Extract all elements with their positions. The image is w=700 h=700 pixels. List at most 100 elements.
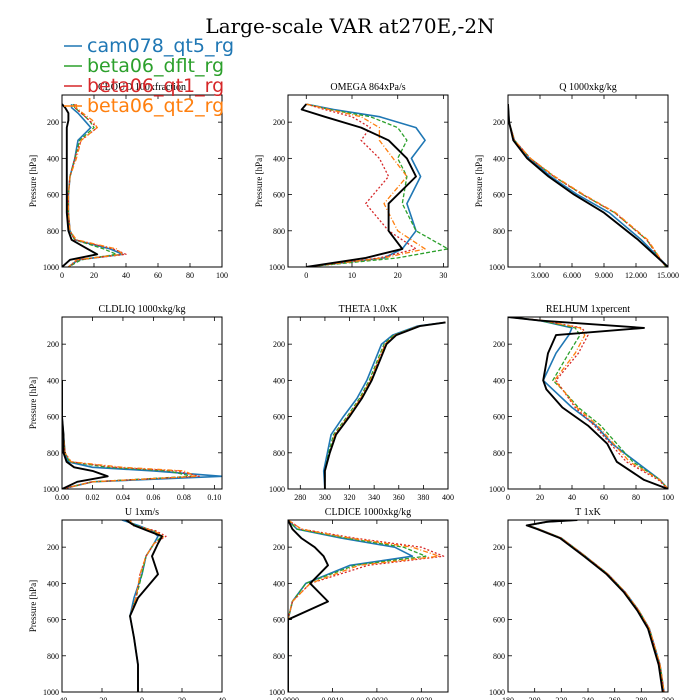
y-tick-label: 400 bbox=[273, 376, 285, 385]
x-tick-label: 10 bbox=[348, 271, 356, 280]
series-group bbox=[62, 103, 127, 267]
x-tick-label: 100 bbox=[216, 271, 228, 280]
y-axis-label: Pressure [hPa] bbox=[474, 155, 484, 207]
series-line-beta06_qt1_rg bbox=[527, 520, 665, 692]
y-tick-label: 600 bbox=[493, 413, 505, 422]
series-line-obs bbox=[125, 520, 163, 692]
panel-title: U 1xm/s bbox=[125, 507, 159, 518]
panel-1: CLOUD 100xfraction 0 20 40 60 80 100 200 400 600 8… bbox=[28, 82, 228, 280]
series-group bbox=[300, 103, 448, 267]
y-tick-label: 800 bbox=[273, 449, 285, 458]
x-tick-label: 20 bbox=[90, 271, 98, 280]
series-line-beta06_dflt_rg bbox=[508, 317, 668, 489]
series-line-beta06_qt2_rg bbox=[288, 520, 440, 692]
axis-frame bbox=[507, 94, 669, 268]
y-tick-label: 800 bbox=[493, 449, 505, 458]
panel-3: Q 1000xkg/kg 3.000 6.000 9.000 12.000 15.000 2… bbox=[474, 82, 679, 280]
panel-9: T 1xK 180 200 220 240 260 280 300 200 400 600 800 10… bbox=[489, 507, 674, 700]
y-tick-label: 200 bbox=[273, 543, 285, 552]
panel-5: THETA 1.0xK 280 300 320 340 360 380 400 200 400 60… bbox=[269, 304, 454, 502]
y-axis-label: Pressure [hPa] bbox=[254, 155, 264, 207]
y-tick-label: 200 bbox=[493, 543, 505, 552]
x-tick-label: 360 bbox=[393, 493, 405, 502]
series-group bbox=[508, 104, 668, 267]
y-tick-label: 200 bbox=[47, 340, 59, 349]
panel-4: CLDLIQ 1000xkg/kg 0.00 0.02 0.04 0.06 0.08 0.1… bbox=[28, 304, 223, 502]
panel-6: RELHUM 1xpercent 0 20 40 60 80 100 200 400 600 800… bbox=[489, 304, 674, 502]
x-tick-label: 40 bbox=[218, 696, 226, 700]
series-group bbox=[322, 321, 446, 489]
y-tick-label: 200 bbox=[47, 118, 59, 127]
x-tick-label: 260 bbox=[609, 696, 621, 700]
x-tick-label: 240 bbox=[582, 696, 594, 700]
y-tick-label: 400 bbox=[273, 154, 285, 163]
x-tick-label: 220 bbox=[555, 696, 567, 700]
series-line-cam078_qt5_rg bbox=[508, 317, 668, 489]
legend-label: beta06_qt2_rg bbox=[87, 95, 224, 117]
series-line-beta06_dflt_rg bbox=[527, 520, 665, 692]
y-tick-label: 1000 bbox=[269, 263, 285, 272]
series-line-obs bbox=[62, 380, 109, 489]
y-tick-label: 800 bbox=[47, 227, 59, 236]
y-tick-label: 200 bbox=[273, 118, 285, 127]
y-tick-label: 400 bbox=[47, 154, 59, 163]
legend-label: beta06_dflt_rg bbox=[87, 55, 224, 77]
series-line-obs bbox=[323, 321, 446, 489]
y-tick-label: 1000 bbox=[43, 688, 59, 697]
x-tick-label: 0.04 bbox=[116, 493, 130, 502]
x-tick-label: 0 bbox=[506, 493, 510, 502]
x-tick-label: 20 bbox=[536, 493, 544, 502]
series-line-obs bbox=[300, 103, 417, 267]
x-tick-label: 200 bbox=[529, 696, 541, 700]
series-group bbox=[508, 317, 668, 489]
panel-title: THETA 1.0xK bbox=[339, 304, 398, 315]
x-tick-label: 40 bbox=[122, 271, 130, 280]
y-tick-label: 600 bbox=[47, 413, 59, 422]
series-line-beta06_qt1_rg bbox=[306, 103, 417, 267]
series-line-beta06_qt2_rg bbox=[129, 520, 165, 692]
x-tick-label: 30 bbox=[439, 271, 447, 280]
x-tick-label: 380 bbox=[417, 493, 429, 502]
x-tick-label: 0.10 bbox=[207, 493, 221, 502]
x-tick-label: 280 bbox=[635, 696, 647, 700]
x-tick-label: 60 bbox=[600, 493, 608, 502]
x-tick-label: 0 bbox=[140, 696, 144, 700]
y-tick-label: 400 bbox=[273, 579, 285, 588]
x-tick-label: 0.06 bbox=[146, 493, 160, 502]
axis-frame bbox=[61, 316, 223, 490]
panel-title: CLDICE 1000xkg/kg bbox=[325, 507, 411, 518]
x-tick-label: 180 bbox=[502, 696, 514, 700]
series-line-beta06_qt1_rg bbox=[129, 520, 167, 692]
x-tick-label: -20 bbox=[97, 696, 108, 700]
y-tick-label: 1000 bbox=[43, 263, 59, 272]
series-line-beta06_qt2_rg bbox=[62, 380, 197, 489]
series-group bbox=[288, 520, 445, 692]
y-tick-label: 400 bbox=[493, 579, 505, 588]
series-line-beta06_dflt_rg bbox=[306, 103, 448, 267]
y-tick-label: 1000 bbox=[269, 688, 285, 697]
axis-frame bbox=[61, 519, 223, 693]
x-tick-label: 0.0030 bbox=[410, 696, 432, 700]
y-tick-label: 1000 bbox=[489, 485, 505, 494]
x-tick-label: 400 bbox=[442, 493, 454, 502]
series-line-obs bbox=[525, 520, 664, 692]
y-tick-label: 600 bbox=[273, 413, 285, 422]
x-tick-label: 60 bbox=[154, 271, 162, 280]
series-line-obs bbox=[288, 520, 329, 692]
x-tick-label: 6.000 bbox=[563, 271, 581, 280]
legend-label: cam078_qt5_rg bbox=[87, 35, 234, 57]
series-line-beta06_qt2_rg bbox=[508, 317, 668, 489]
x-tick-label: 80 bbox=[186, 271, 194, 280]
series-line-obs bbox=[508, 104, 668, 267]
series-line-beta06_qt1_rg bbox=[508, 317, 668, 489]
series-line-obs bbox=[62, 103, 99, 267]
y-tick-label: 800 bbox=[47, 652, 59, 661]
panel-2: OMEGA 864xPa/s 0 10 20 30 200 400 600 800 1000 Pre… bbox=[254, 82, 449, 280]
x-tick-label: 0.0000 bbox=[277, 696, 299, 700]
y-tick-label: 600 bbox=[47, 191, 59, 200]
legend: cam078_qt5_rgbeta06_dflt_rgbeta06_qt1_rg… bbox=[64, 35, 234, 117]
panel-title: RELHUM 1xpercent bbox=[546, 304, 630, 315]
y-tick-label: 1000 bbox=[43, 485, 59, 494]
